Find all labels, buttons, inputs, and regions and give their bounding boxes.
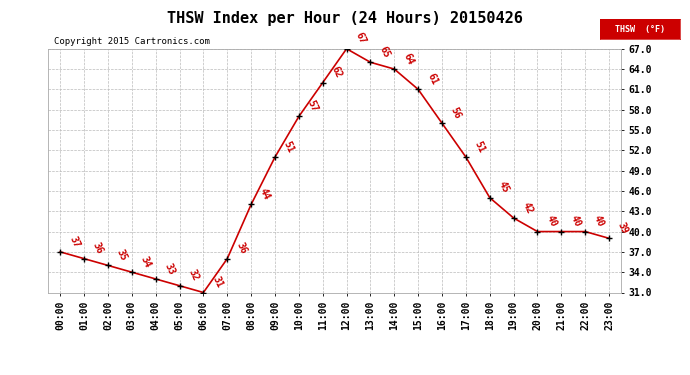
Text: 35: 35 <box>115 248 129 262</box>
Text: 40: 40 <box>569 214 582 229</box>
Text: THSW  (°F): THSW (°F) <box>615 25 665 34</box>
Text: 40: 40 <box>592 214 607 229</box>
Text: 67: 67 <box>353 31 368 46</box>
Text: 42: 42 <box>520 200 535 215</box>
Text: 31: 31 <box>210 275 224 290</box>
Text: 39: 39 <box>616 220 630 236</box>
Text: 33: 33 <box>163 261 177 276</box>
Text: Copyright 2015 Cartronics.com: Copyright 2015 Cartronics.com <box>54 38 210 46</box>
Text: THSW Index per Hour (24 Hours) 20150426: THSW Index per Hour (24 Hours) 20150426 <box>167 11 523 26</box>
Text: 61: 61 <box>425 72 439 87</box>
Text: 34: 34 <box>139 255 152 269</box>
Text: 62: 62 <box>330 65 344 80</box>
Text: 64: 64 <box>402 51 415 66</box>
Text: 36: 36 <box>91 241 105 256</box>
Text: 51: 51 <box>282 140 296 154</box>
Text: 44: 44 <box>258 187 272 202</box>
Text: 57: 57 <box>306 99 320 114</box>
Text: 40: 40 <box>544 214 558 229</box>
Text: 37: 37 <box>67 234 81 249</box>
Text: 45: 45 <box>497 180 511 195</box>
Text: 32: 32 <box>186 268 201 283</box>
Text: 65: 65 <box>377 45 391 60</box>
Text: 36: 36 <box>234 241 248 256</box>
Text: 51: 51 <box>473 140 487 154</box>
Text: 56: 56 <box>449 106 463 120</box>
